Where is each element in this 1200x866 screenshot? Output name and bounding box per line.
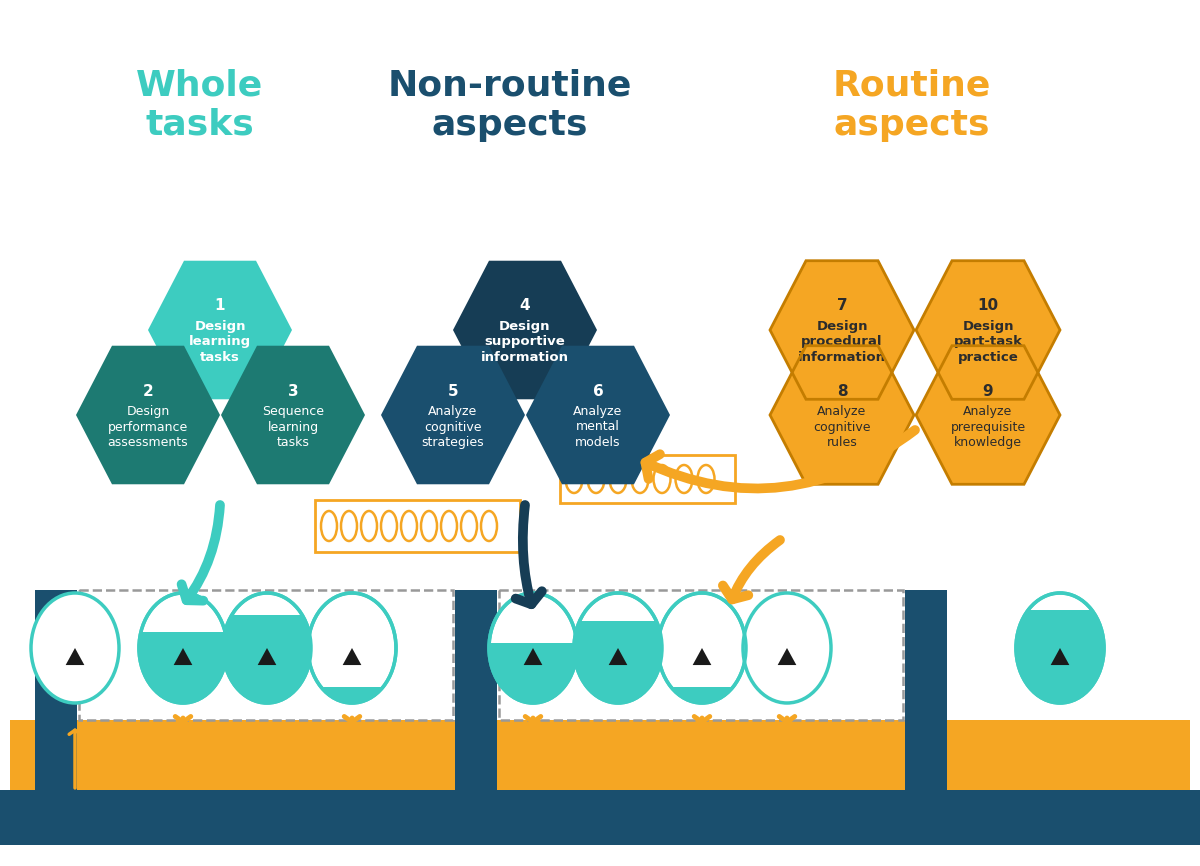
Polygon shape — [770, 261, 914, 399]
Polygon shape — [258, 648, 276, 665]
Polygon shape — [916, 346, 1060, 484]
Ellipse shape — [31, 593, 119, 703]
Bar — [658, 687, 746, 705]
Text: 10: 10 — [978, 299, 998, 313]
Ellipse shape — [588, 465, 605, 493]
Polygon shape — [174, 648, 192, 665]
Ellipse shape — [676, 465, 692, 493]
Text: Routine
aspects: Routine aspects — [833, 68, 991, 142]
Text: 7: 7 — [836, 299, 847, 313]
Bar — [139, 631, 227, 705]
Polygon shape — [1051, 648, 1069, 665]
Bar — [574, 621, 662, 705]
Text: Analyze
cognitive
strategies: Analyze cognitive strategies — [421, 405, 485, 449]
Bar — [560, 455, 734, 503]
Bar — [79, 590, 454, 720]
Text: Non-routine
aspects: Non-routine aspects — [388, 68, 632, 142]
Text: 2: 2 — [143, 384, 154, 398]
Text: 3: 3 — [288, 384, 299, 398]
Text: Whole
tasks: Whole tasks — [137, 68, 264, 142]
Bar — [314, 500, 520, 552]
Text: 1: 1 — [215, 299, 226, 313]
Ellipse shape — [322, 511, 337, 541]
Ellipse shape — [490, 593, 577, 703]
Polygon shape — [692, 648, 712, 665]
Bar — [35, 590, 77, 845]
Ellipse shape — [401, 511, 418, 541]
Polygon shape — [382, 346, 526, 484]
Polygon shape — [770, 346, 914, 484]
Polygon shape — [148, 261, 292, 399]
Ellipse shape — [654, 465, 671, 493]
Bar — [308, 687, 396, 705]
Text: Design
learning
tasks: Design learning tasks — [188, 320, 251, 364]
Ellipse shape — [361, 511, 377, 541]
Polygon shape — [66, 648, 84, 665]
Ellipse shape — [341, 511, 358, 541]
Bar — [79, 590, 454, 720]
Text: Design
supportive
information: Design supportive information — [481, 320, 569, 364]
Polygon shape — [608, 648, 628, 665]
Ellipse shape — [421, 511, 437, 541]
Polygon shape — [76, 346, 220, 484]
Bar — [499, 590, 904, 720]
Ellipse shape — [1016, 593, 1104, 703]
Text: 8: 8 — [836, 384, 847, 398]
Bar — [499, 590, 904, 720]
Ellipse shape — [442, 511, 457, 541]
Ellipse shape — [481, 511, 497, 541]
Text: Design
performance
assessments: Design performance assessments — [108, 405, 188, 449]
Text: 9: 9 — [983, 384, 994, 398]
Ellipse shape — [223, 593, 311, 703]
Ellipse shape — [631, 465, 648, 493]
Polygon shape — [221, 346, 365, 484]
Ellipse shape — [574, 593, 662, 703]
Bar — [1016, 610, 1104, 705]
Text: 5: 5 — [448, 384, 458, 398]
Polygon shape — [454, 261, 598, 399]
Bar — [455, 590, 497, 845]
Bar — [947, 720, 1190, 790]
Text: Analyze
cognitive
rules: Analyze cognitive rules — [814, 405, 871, 449]
Bar — [10, 720, 35, 790]
Ellipse shape — [382, 511, 397, 541]
Bar — [497, 720, 905, 790]
Ellipse shape — [461, 511, 478, 541]
Polygon shape — [526, 346, 670, 484]
Text: Sequence
learning
tasks: Sequence learning tasks — [262, 405, 324, 449]
Polygon shape — [523, 648, 542, 665]
Text: Design
part-task
practice: Design part-task practice — [954, 320, 1022, 364]
Bar — [0, 790, 1200, 845]
Text: Analyze
mental
models: Analyze mental models — [574, 405, 623, 449]
Bar — [77, 720, 455, 790]
Polygon shape — [343, 648, 361, 665]
Text: Design
procedural
information: Design procedural information — [798, 320, 886, 364]
Ellipse shape — [697, 465, 714, 493]
Ellipse shape — [610, 465, 626, 493]
Ellipse shape — [658, 593, 746, 703]
Bar — [223, 615, 311, 705]
Text: Analyze
prerequisite
knowledge: Analyze prerequisite knowledge — [950, 405, 1026, 449]
Text: 4: 4 — [520, 299, 530, 313]
Bar — [905, 590, 947, 845]
Polygon shape — [916, 261, 1060, 399]
Bar — [490, 643, 577, 705]
Ellipse shape — [565, 465, 582, 493]
Text: 6: 6 — [593, 384, 604, 398]
Polygon shape — [778, 648, 797, 665]
Ellipse shape — [743, 593, 830, 703]
Ellipse shape — [308, 593, 396, 703]
Ellipse shape — [139, 593, 227, 703]
